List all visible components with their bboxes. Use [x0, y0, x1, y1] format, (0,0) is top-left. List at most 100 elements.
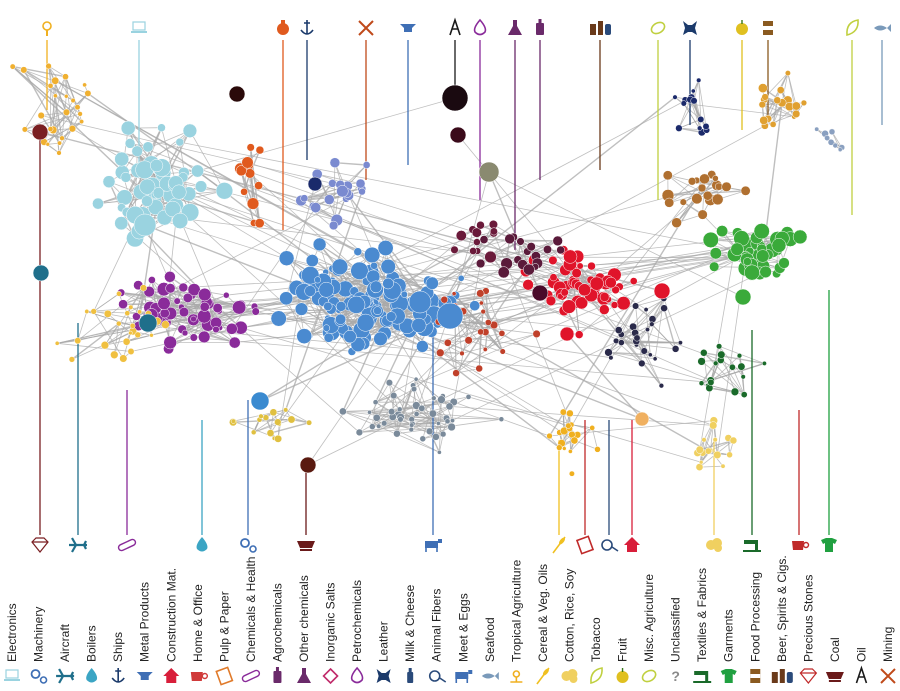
product-node[interactable]: [652, 356, 658, 362]
product-node[interactable]: [148, 276, 156, 284]
product-node[interactable]: [254, 181, 263, 190]
product-node[interactable]: [792, 109, 801, 118]
product-node[interactable]: [716, 225, 729, 238]
product-node[interactable]: [699, 173, 710, 185]
product-node[interactable]: [450, 418, 455, 424]
product-node[interactable]: [141, 195, 153, 207]
product-node[interactable]: [645, 327, 650, 333]
product-node[interactable]: [761, 93, 769, 101]
product-node[interactable]: [139, 178, 156, 195]
product-node[interactable]: [119, 354, 128, 363]
product-node[interactable]: [679, 198, 687, 206]
product-node[interactable]: [428, 409, 437, 418]
product-node[interactable]: [465, 394, 472, 400]
product-node[interactable]: [194, 180, 208, 193]
product-node[interactable]: [759, 115, 769, 125]
product-node[interactable]: [258, 413, 264, 419]
product-node[interactable]: [372, 413, 381, 422]
product-node[interactable]: [165, 283, 176, 294]
product-node[interactable]: [437, 449, 442, 455]
product-node[interactable]: [832, 142, 839, 149]
product-node[interactable]: [497, 266, 510, 279]
product-node[interactable]: [251, 307, 260, 316]
product-node[interactable]: [711, 193, 724, 206]
product-node[interactable]: [561, 299, 577, 314]
product-node[interactable]: [100, 341, 110, 350]
product-node[interactable]: [522, 279, 534, 291]
product-node[interactable]: [124, 310, 131, 317]
product-node[interactable]: [215, 182, 234, 200]
product-node[interactable]: [791, 101, 801, 111]
product-node[interactable]: [363, 246, 381, 264]
product-node[interactable]: [84, 89, 92, 97]
product-node[interactable]: [164, 200, 181, 218]
product-node[interactable]: [562, 446, 567, 451]
product-node[interactable]: [613, 337, 620, 344]
product-node[interactable]: [131, 145, 143, 157]
product-node[interactable]: [565, 422, 572, 429]
product-node[interactable]: [721, 181, 732, 192]
product-node[interactable]: [45, 142, 51, 147]
product-node[interactable]: [300, 194, 309, 203]
product-node[interactable]: [178, 282, 189, 293]
product-node[interactable]: [499, 348, 506, 355]
product-node[interactable]: [381, 420, 388, 427]
product-node[interactable]: [347, 295, 366, 314]
product-node[interactable]: [632, 302, 640, 310]
product-node[interactable]: [498, 330, 506, 337]
product-node[interactable]: [687, 177, 697, 186]
product-node[interactable]: [370, 261, 378, 270]
product-node[interactable]: [122, 337, 131, 346]
product-node[interactable]: [103, 309, 112, 318]
product-node[interactable]: [45, 62, 52, 70]
product-node[interactable]: [376, 423, 382, 429]
product-node[interactable]: [171, 184, 187, 200]
product-node[interactable]: [698, 459, 704, 465]
product-node[interactable]: [730, 387, 740, 396]
product-node[interactable]: [127, 348, 135, 355]
product-node[interactable]: [74, 104, 81, 111]
product-node[interactable]: [587, 261, 596, 271]
product-node[interactable]: [279, 291, 294, 306]
product-node[interactable]: [479, 300, 484, 306]
product-node[interactable]: [431, 395, 437, 401]
product-node[interactable]: [9, 63, 16, 70]
product-node[interactable]: [355, 428, 364, 437]
product-node[interactable]: [173, 297, 181, 305]
product-node[interactable]: [385, 379, 393, 387]
product-node[interactable]: [559, 408, 567, 416]
product-node[interactable]: [164, 271, 176, 283]
product-node[interactable]: [377, 240, 394, 256]
product-node[interactable]: [331, 258, 349, 276]
product-node[interactable]: [726, 451, 733, 459]
product-node[interactable]: [54, 340, 60, 346]
product-node[interactable]: [373, 331, 388, 346]
product-node[interactable]: [695, 463, 704, 471]
product-node[interactable]: [649, 321, 655, 327]
product-node[interactable]: [671, 345, 680, 353]
product-node[interactable]: [199, 301, 210, 312]
product-node[interactable]: [498, 416, 505, 422]
product-node[interactable]: [296, 328, 313, 344]
product-node[interactable]: [413, 376, 419, 382]
product-node[interactable]: [116, 189, 133, 206]
product-node[interactable]: [336, 185, 349, 198]
product-node[interactable]: [575, 296, 589, 310]
product-node[interactable]: [254, 218, 265, 229]
product-node[interactable]: [79, 119, 85, 125]
product-node[interactable]: [304, 285, 316, 297]
product-node[interactable]: [604, 348, 613, 357]
product-node[interactable]: [432, 433, 440, 441]
product-node[interactable]: [408, 290, 432, 314]
product-node[interactable]: [84, 309, 90, 314]
product-node[interactable]: [120, 171, 132, 183]
product-node[interactable]: [53, 93, 58, 99]
product-node[interactable]: [761, 360, 767, 366]
product-node[interactable]: [614, 326, 623, 334]
product-node[interactable]: [640, 347, 648, 355]
product-node[interactable]: [441, 84, 469, 112]
product-node[interactable]: [477, 328, 484, 336]
product-node[interactable]: [139, 284, 148, 292]
product-node[interactable]: [369, 280, 383, 294]
product-node[interactable]: [713, 450, 722, 459]
